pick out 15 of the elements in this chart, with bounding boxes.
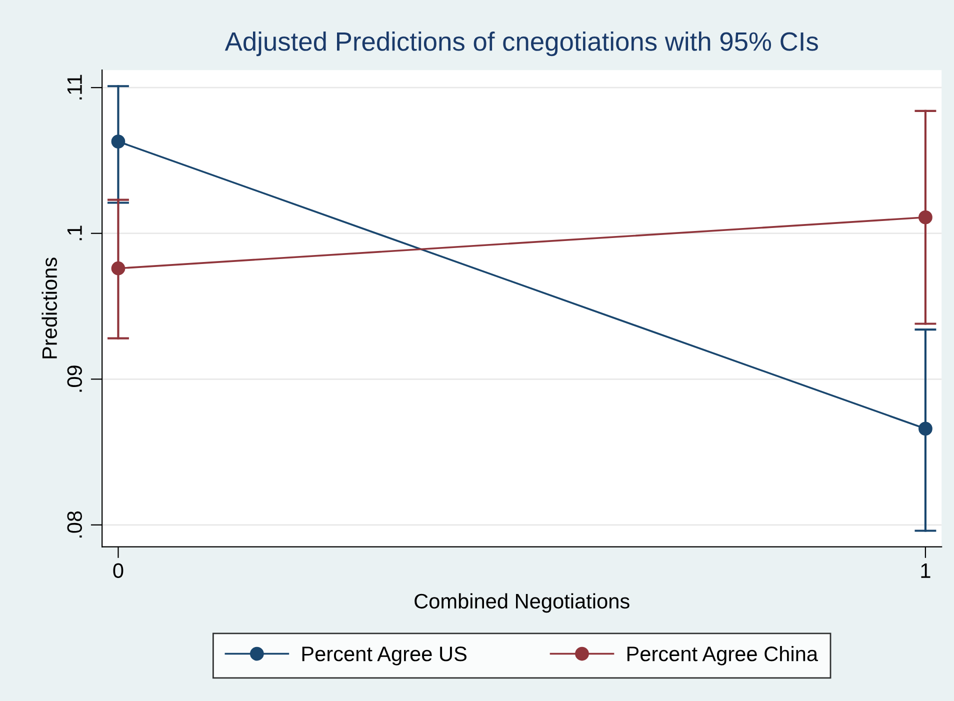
legend-label: Percent Agree China (627, 646, 818, 666)
y-axis-title: Predictions (42, 258, 58, 358)
point (111, 134, 126, 148)
x-tick-label: 1 (921, 564, 930, 578)
legend-label: Percent Agree US (302, 646, 466, 666)
point (918, 422, 932, 436)
x-tick-label: 0 (113, 563, 124, 578)
y-tick-label: .08 (67, 511, 82, 538)
chart-title: Adjusted Predictions of cnegotiations with 95% CIs (224, 32, 818, 56)
point (918, 210, 932, 224)
x-axis-title: Combined Negotiations (414, 593, 630, 613)
y-tick-label: .09 (67, 366, 82, 392)
y-tick-label: .1 (67, 226, 82, 240)
point (111, 261, 126, 276)
y-tick-label: .11 (67, 74, 82, 100)
